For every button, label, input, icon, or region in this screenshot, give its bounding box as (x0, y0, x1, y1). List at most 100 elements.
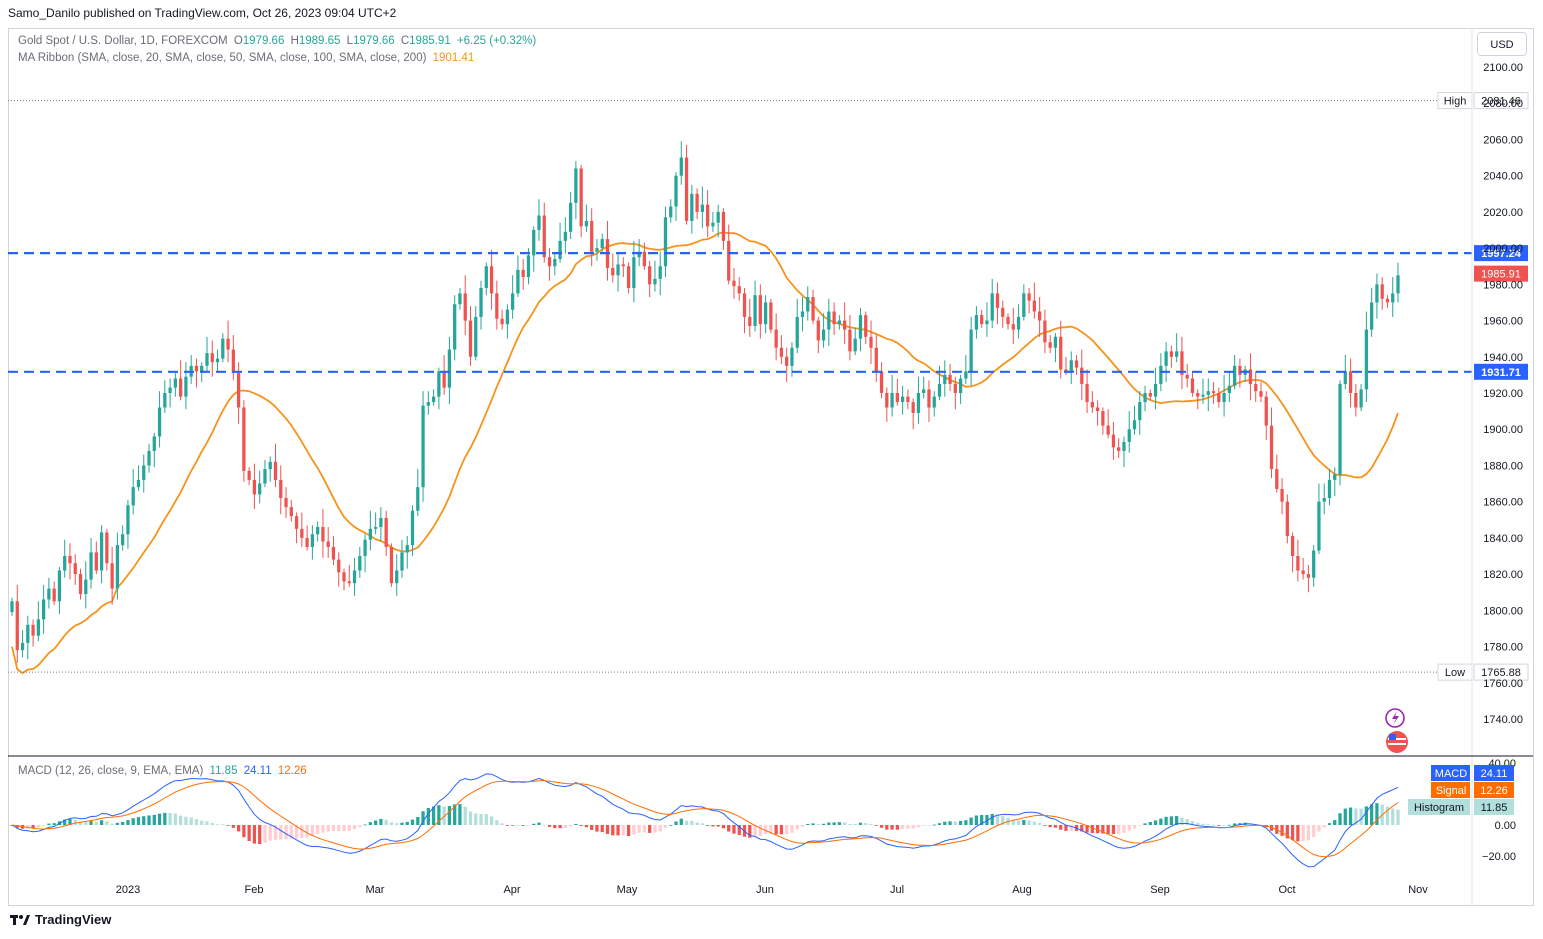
price-tick-label: 1760.00 (1483, 678, 1523, 690)
macd-histogram-bar (468, 811, 473, 825)
macd-histogram-bar (1101, 825, 1105, 834)
macd-label[interactable]: MACD (12, 26, close, 9, EMA, EMA) (18, 765, 204, 777)
candle-body (716, 211, 720, 223)
macd-histogram-bar (236, 825, 241, 832)
macd-histogram-bar (1211, 824, 1216, 826)
candle-body (1338, 383, 1342, 475)
price-tick-label: 1900.00 (1483, 424, 1523, 436)
macd-histogram-bar (273, 825, 278, 840)
symbol-name[interactable]: Gold Spot / U.S. Dollar, 1D, FOREXCOM (18, 35, 228, 47)
candle-body (252, 479, 257, 495)
macd-histogram-bar (521, 825, 525, 826)
candle-body (800, 311, 805, 317)
macd-histogram-bar (395, 823, 399, 825)
price-tick-label: 1960.00 (1483, 316, 1523, 328)
level-price-badge (1474, 363, 1528, 380)
macd-histogram-bar (1385, 806, 1390, 825)
macd-histogram-bar (1027, 820, 1031, 825)
macd-histogram-bar (937, 823, 942, 825)
macd-histogram-bar (1011, 819, 1015, 825)
macd-histogram-bar (1364, 806, 1369, 825)
candle-body (1375, 284, 1379, 303)
candle-body (363, 539, 367, 556)
candle-body (1101, 411, 1105, 426)
ma-label[interactable]: MA Ribbon (SMA, close, 20, SMA, close, 5… (18, 52, 427, 64)
candle-body (753, 295, 757, 326)
price-axis[interactable]: 1740.00 1760.00 1780.00 1800.00 1820.00 1840.… (8, 28, 1533, 906)
time-axis[interactable]: 2023 Feb Mar Apr May Jun Jul Aug Sep Oct Nov (116, 884, 1429, 896)
macd-histogram-bar (1106, 825, 1110, 834)
macd-histogram-bar (895, 825, 899, 830)
candle-body (1111, 434, 1116, 448)
candle-body (869, 336, 873, 348)
macd-histogram-bar (927, 825, 931, 826)
candle-body (558, 240, 562, 259)
candle-body (937, 383, 942, 397)
macd-histogram-bar (1317, 825, 1321, 832)
candle-body (1322, 498, 1326, 502)
macd-histogram-bar (642, 825, 647, 833)
candle-body (1391, 293, 1395, 303)
macd-histogram-bar (347, 825, 351, 831)
extreme-price-box (1473, 92, 1529, 110)
candle-body (648, 266, 652, 285)
macd-histogram-bar (584, 825, 589, 828)
time-tick-label: Nov (1408, 884, 1428, 896)
candle-body (953, 383, 957, 393)
macd-histogram-bar (795, 825, 799, 830)
candle-body (147, 450, 151, 466)
macd-histogram-bar (305, 825, 309, 838)
macd-histogram-bar (447, 806, 452, 825)
macd-histogram-bar (1348, 807, 1353, 825)
candle-body (1175, 351, 1179, 357)
candle-body (1196, 393, 1200, 397)
candle-body (184, 376, 188, 397)
macd-value-badge (1474, 765, 1514, 781)
candle-body (352, 570, 357, 584)
candle-body (358, 556, 362, 571)
candle-body (1006, 316, 1010, 325)
macd-value-label: 11.85 (1481, 802, 1508, 814)
candle-body (1211, 391, 1216, 393)
macd-tick-label: 0.00 (1495, 820, 1516, 832)
candle-body (1327, 479, 1332, 499)
currency-button[interactable]: USD (1477, 32, 1527, 56)
time-tick-label: Mar (366, 884, 385, 896)
candle-body (505, 309, 510, 325)
macd-histogram-bar (811, 823, 815, 825)
candle-body (816, 320, 820, 341)
open-value: 1979.66 (242, 35, 285, 47)
ma-value: 1901.41 (432, 52, 475, 64)
candle-body (289, 507, 293, 517)
macd-histogram-bar (479, 813, 483, 825)
candle-body (590, 220, 594, 252)
macd-histogram-bar (78, 821, 83, 825)
macd-histogram-bar (1169, 816, 1174, 825)
candle-body (721, 211, 726, 241)
chart-frame (8, 28, 1534, 906)
candle-body (1016, 316, 1021, 330)
footer-brand[interactable]: TradingView (10, 912, 111, 927)
macd-histogram-bar (721, 825, 726, 829)
time-tick-label: Jul (890, 884, 904, 896)
macd-histogram-bar (400, 822, 404, 825)
macd-histogram-bar (1175, 816, 1179, 825)
macd-histogram-bar (700, 823, 704, 825)
macd-histogram-bar (115, 822, 120, 825)
macd-histogram-bar (684, 820, 689, 825)
candle-body (1269, 425, 1274, 470)
candle-body (1217, 393, 1221, 403)
candle-body (41, 599, 46, 620)
candle-body (653, 278, 657, 285)
candle-body (858, 315, 863, 339)
macd-histogram-bar (1359, 808, 1363, 825)
macd-histogram-bar (1312, 825, 1316, 838)
low-label: L (346, 35, 354, 47)
candle-body (126, 505, 130, 535)
candle-body (1317, 501, 1321, 551)
candle-body (379, 517, 383, 528)
candle-body (20, 642, 25, 651)
candle-body (1238, 365, 1242, 375)
